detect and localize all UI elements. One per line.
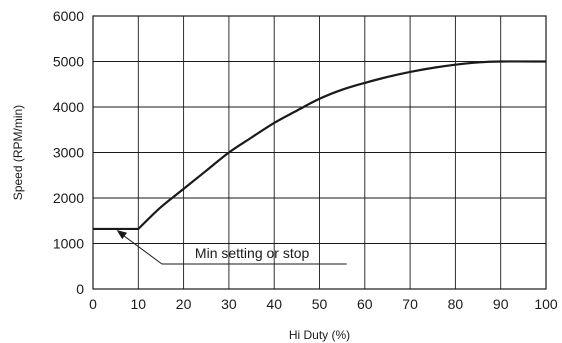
annotation-text: Min setting or stop (195, 245, 310, 261)
x-tick-label: 50 (312, 296, 328, 312)
y-tick-label: 0 (76, 281, 84, 297)
grid-lines (92, 15, 547, 290)
x-tick-label: 100 (534, 296, 558, 312)
annotation-leader-line (118, 231, 163, 265)
x-tick-label: 90 (493, 296, 509, 312)
x-tick-labels: 0 10 20 30 40 50 60 70 80 90 100 (89, 296, 558, 312)
speed-curve (93, 60, 547, 231)
x-tick-label: 60 (357, 296, 373, 312)
x-tick-label: 20 (176, 296, 192, 312)
annotation-arrowhead (116, 229, 128, 240)
x-tick-label: 70 (402, 296, 418, 312)
y-tick-label: 5000 (53, 54, 84, 70)
x-tick-label: 10 (131, 296, 147, 312)
x-tick-label: 80 (448, 296, 464, 312)
y-tick-label: 6000 (53, 8, 84, 24)
y-tick-label: 3000 (53, 145, 84, 161)
y-tick-label: 1000 (53, 236, 84, 252)
annotation-group: Min setting or stop (116, 229, 347, 265)
y-axis-label: Speed (RPM/min) (11, 105, 25, 200)
x-tick-label: 40 (266, 296, 282, 312)
x-tick-label: 0 (89, 296, 97, 312)
x-tick-label: 30 (221, 296, 237, 312)
plot-frame (92, 15, 547, 290)
y-tick-label: 4000 (53, 99, 84, 115)
y-tick-label: 2000 (53, 190, 84, 206)
x-axis-label: Hi Duty (%) (289, 328, 350, 342)
y-tick-labels: 0 1000 2000 3000 4000 5000 6000 (53, 8, 84, 297)
